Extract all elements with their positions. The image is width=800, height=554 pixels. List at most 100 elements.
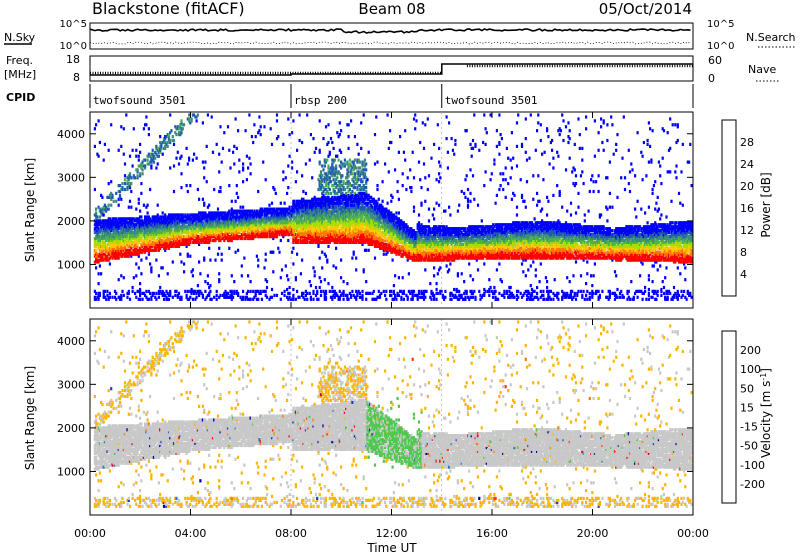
power-cell bbox=[221, 233, 225, 237]
power-cell bbox=[205, 231, 208, 235]
power-cell bbox=[356, 197, 359, 201]
power-cell bbox=[145, 219, 148, 223]
power-cell bbox=[131, 217, 134, 221]
power-cell bbox=[280, 229, 284, 233]
power-cell bbox=[230, 209, 233, 213]
power-cell bbox=[324, 191, 328, 195]
power-cell bbox=[166, 244, 169, 248]
power-cell bbox=[280, 268, 284, 272]
power-cell bbox=[298, 211, 301, 215]
power-cell bbox=[357, 201, 360, 205]
power-cell bbox=[365, 186, 368, 190]
power-cell bbox=[319, 225, 323, 229]
power-cell bbox=[278, 207, 281, 211]
power-cell bbox=[247, 297, 250, 301]
power-cell bbox=[342, 193, 345, 197]
power-cell bbox=[286, 223, 289, 227]
power-cell bbox=[159, 150, 162, 154]
power-cell bbox=[161, 244, 164, 248]
power-cell bbox=[177, 231, 181, 235]
power-cell bbox=[179, 295, 182, 299]
power-cell bbox=[181, 221, 184, 225]
power-cell bbox=[198, 217, 201, 221]
power-cell bbox=[107, 242, 110, 246]
power-cell bbox=[283, 217, 286, 221]
power-cell bbox=[366, 225, 369, 229]
power-cell bbox=[234, 219, 237, 223]
power-cell bbox=[314, 219, 318, 223]
power-cell bbox=[242, 180, 245, 184]
power-cell bbox=[201, 235, 204, 239]
power-cell bbox=[107, 217, 110, 221]
power-cell bbox=[343, 215, 346, 219]
power-cell bbox=[189, 213, 192, 217]
power-cell bbox=[260, 211, 263, 215]
power-cell bbox=[357, 158, 360, 162]
power-cell bbox=[200, 223, 203, 227]
power-cell bbox=[151, 229, 154, 233]
power-cell bbox=[345, 203, 348, 207]
power-cell bbox=[361, 191, 364, 195]
power-cell bbox=[228, 184, 231, 188]
power-cell bbox=[195, 229, 198, 233]
power-cell bbox=[211, 231, 215, 235]
power-cell bbox=[248, 229, 251, 233]
power-cell bbox=[145, 229, 148, 233]
power-cell bbox=[175, 156, 178, 160]
power-cell bbox=[257, 231, 260, 235]
power-cell bbox=[275, 293, 279, 297]
power-cell bbox=[360, 229, 363, 233]
power-cell bbox=[190, 223, 193, 227]
power-cell bbox=[110, 197, 113, 201]
power-cell bbox=[333, 235, 336, 239]
power-cell bbox=[180, 238, 183, 243]
power-cell bbox=[343, 213, 346, 217]
power-cell bbox=[342, 225, 345, 229]
power-cell bbox=[106, 221, 109, 225]
power-cell bbox=[169, 223, 172, 227]
power-cell bbox=[165, 242, 168, 246]
power-cell bbox=[248, 156, 251, 160]
power-cell bbox=[199, 235, 202, 239]
power-cell bbox=[159, 242, 162, 246]
power-cell bbox=[167, 227, 171, 231]
power-cell bbox=[321, 164, 324, 168]
power-cell bbox=[209, 215, 212, 219]
power-cell bbox=[264, 252, 267, 256]
power-cell bbox=[253, 223, 256, 227]
power-cell bbox=[352, 207, 355, 211]
power-cell bbox=[356, 217, 359, 221]
power-cell bbox=[303, 297, 306, 301]
power-cell bbox=[332, 264, 335, 268]
power-cell bbox=[134, 176, 137, 180]
power-cell bbox=[264, 289, 267, 293]
power-cell bbox=[181, 242, 184, 246]
power-cell bbox=[140, 233, 143, 237]
power-cell bbox=[297, 201, 300, 205]
power-cell bbox=[111, 221, 114, 225]
power-cell bbox=[298, 205, 301, 209]
power-cell bbox=[355, 231, 358, 235]
power-cell bbox=[136, 233, 139, 237]
power-cell bbox=[118, 240, 122, 244]
power-cell bbox=[224, 211, 227, 215]
power-cell bbox=[279, 207, 282, 211]
power-cell bbox=[303, 205, 306, 209]
power-cell bbox=[186, 213, 189, 217]
power-cell bbox=[223, 219, 226, 223]
power-cell bbox=[167, 137, 171, 141]
power-cell bbox=[377, 213, 380, 217]
power-cell bbox=[323, 201, 326, 205]
power-cell bbox=[297, 240, 300, 244]
power-cell bbox=[215, 231, 218, 235]
power-cell bbox=[147, 248, 150, 252]
power-cell bbox=[265, 209, 269, 213]
power-cell bbox=[116, 231, 119, 235]
power-cell bbox=[152, 221, 155, 225]
power-cell bbox=[160, 219, 163, 223]
power-cell bbox=[259, 221, 262, 225]
power-cell bbox=[244, 213, 247, 217]
power-cell bbox=[203, 215, 206, 219]
power-cell bbox=[322, 189, 325, 194]
power-cell bbox=[189, 231, 192, 235]
